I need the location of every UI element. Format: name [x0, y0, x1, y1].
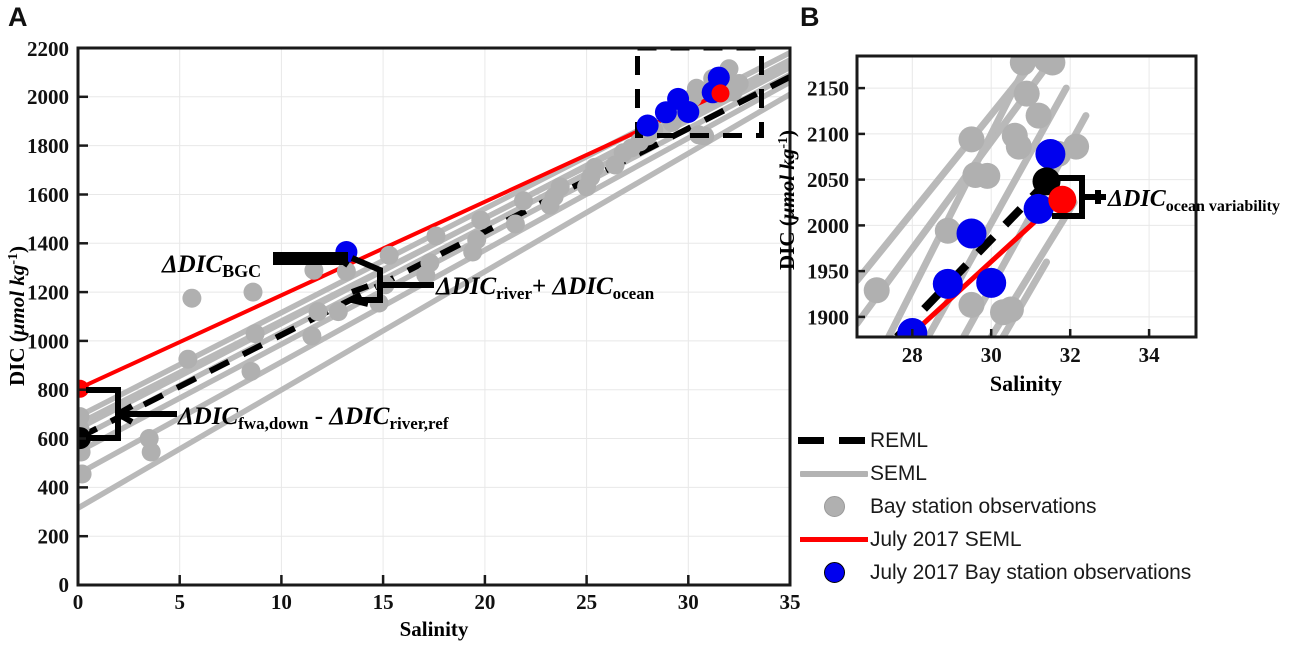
legend-key-july-2017-seml [798, 523, 870, 556]
panel-a-axis-frame [76, 46, 792, 587]
panel-b-x-tick-labels: 28 30 32 34 [902, 343, 1160, 367]
panel-b-observation-markers [863, 56, 1090, 326]
panel-b-ocean-variability-label: ΔDICocean variability [1107, 186, 1280, 215]
legend-item-seml: SEML [798, 457, 1298, 490]
legend-item-bay-station-observations: Bay station observations [798, 490, 1298, 523]
panel-b-reml-endpoint-marker [1032, 167, 1061, 196]
svg-text:2200: 2200 [27, 37, 69, 61]
svg-text:2000: 2000 [807, 214, 849, 238]
svg-text:0: 0 [59, 573, 70, 597]
panel-a-river-ocean-annotation-leader [350, 255, 434, 307]
panel-b-ocean-variability-leader [1052, 175, 1106, 219]
svg-text:2050: 2050 [807, 168, 849, 192]
svg-text:0: 0 [73, 590, 84, 614]
panel-a-tick-marks [76, 46, 792, 587]
svg-text:20: 20 [474, 590, 495, 614]
solid-red-line-icon [800, 537, 868, 542]
svg-text:5: 5 [174, 590, 185, 614]
svg-text:1400: 1400 [27, 232, 69, 256]
panel-a-july-seml-endpoint-marker [711, 84, 730, 103]
svg-text:30: 30 [981, 343, 1002, 367]
panel-a-y-tick-labels: 0 200 400 600 800 1000 1200 1400 1600 18… [27, 37, 69, 597]
panel-b-y-axis-title: DIC (μmol kg-1) [775, 130, 799, 270]
panel-a-inset-region-box [635, 48, 764, 138]
panel-b-july-observation-markers [897, 139, 1066, 337]
panel-a-x-tick-labels: 0 5 10 15 20 25 30 35 [73, 590, 801, 614]
svg-text:DIC (μmol kg-1): DIC (μmol kg-1) [5, 246, 29, 386]
svg-text:15: 15 [373, 590, 394, 614]
panel-b-plot: 28 30 32 34 1900 1950 2000 2050 2100 215… [775, 54, 1280, 396]
panel-a-x-axis-title: Salinity [400, 617, 469, 641]
svg-text:1800: 1800 [27, 134, 69, 158]
blue-circle-marker-icon [823, 562, 845, 583]
legend-label-july-2017-bay-station-observations: July 2017 Bay station observations [870, 560, 1192, 584]
svg-text:400: 400 [38, 476, 70, 500]
panel-a-july-seml-line [78, 91, 723, 391]
svg-text:1600: 1600 [27, 183, 69, 207]
svg-text:28: 28 [902, 343, 923, 367]
svg-text:2100: 2100 [807, 123, 849, 147]
dashed-black-line-icon [798, 437, 868, 444]
panel-b-x-axis-title: Salinity [990, 371, 1062, 396]
legend-key-july-2017-bay-station-observations [798, 556, 870, 589]
svg-text:DIC (μmol kg-1): DIC (μmol kg-1) [775, 130, 799, 270]
legend-label-bay-station-observations: Bay station observations [870, 494, 1097, 518]
legend-label-reml: REML [870, 428, 928, 452]
panel-a-fwa-annotation-label: ΔDICfwa,down - ΔDICriver,ref [177, 403, 449, 433]
legend-label-july-2017-seml: July 2017 SEML [870, 527, 1022, 551]
svg-text:32: 32 [1060, 343, 1081, 367]
legend-label-seml: SEML [870, 461, 927, 485]
svg-text:1000: 1000 [27, 329, 69, 353]
panel-b-tick-marks [857, 86, 1151, 337]
svg-text:600: 600 [38, 427, 70, 451]
svg-text:200: 200 [38, 525, 70, 549]
legend-key-reml [798, 424, 870, 457]
legend-item-july-2017-bay-station-observations: July 2017 Bay station observations [798, 556, 1298, 589]
panel-a-letter: A [8, 2, 28, 32]
svg-text:1950: 1950 [807, 260, 849, 284]
panel-b-y-tick-labels: 1900 1950 2000 2050 2100 2150 [807, 77, 849, 330]
panel-a-y-axis-title: DIC (μmol kg-1) [5, 246, 29, 386]
svg-text:1900: 1900 [807, 306, 849, 330]
svg-text:35: 35 [780, 590, 801, 614]
legend-item-reml: REML [798, 424, 1298, 457]
legend-item-july-2017-seml: July 2017 SEML [798, 523, 1298, 556]
panel-a-bgc-annotation-leader [273, 252, 350, 268]
panel-b-letter: B [800, 2, 820, 32]
panel-a-river-ocean-annotation-label: ΔDICriver+ ΔDICocean [435, 273, 655, 303]
panel-a-bgc-annotation-label: ΔDICBGC [161, 251, 261, 281]
svg-text:2150: 2150 [807, 77, 849, 101]
panel-b-axis-frame [855, 54, 1198, 339]
panel-b-july-seml-endpoint-marker [1048, 185, 1077, 214]
svg-text:1200: 1200 [27, 281, 69, 305]
svg-text:10: 10 [271, 590, 292, 614]
svg-text:2000: 2000 [27, 85, 69, 109]
svg-text:34: 34 [1139, 343, 1161, 367]
svg-text:30: 30 [678, 590, 699, 614]
panel-a-fwa-annotation-leader [86, 387, 177, 441]
solid-gray-line-icon [800, 470, 868, 477]
legend-key-seml [798, 457, 870, 490]
svg-text:25: 25 [576, 590, 597, 614]
gray-circle-marker-icon [823, 496, 845, 517]
svg-text:800: 800 [38, 378, 70, 402]
legend: REML SEML Bay station observations July … [798, 424, 1298, 589]
panel-a-plot: 0 5 10 15 20 25 30 35 0 200 400 600 800 … [5, 37, 801, 641]
legend-key-bay-station-observations [798, 490, 870, 523]
